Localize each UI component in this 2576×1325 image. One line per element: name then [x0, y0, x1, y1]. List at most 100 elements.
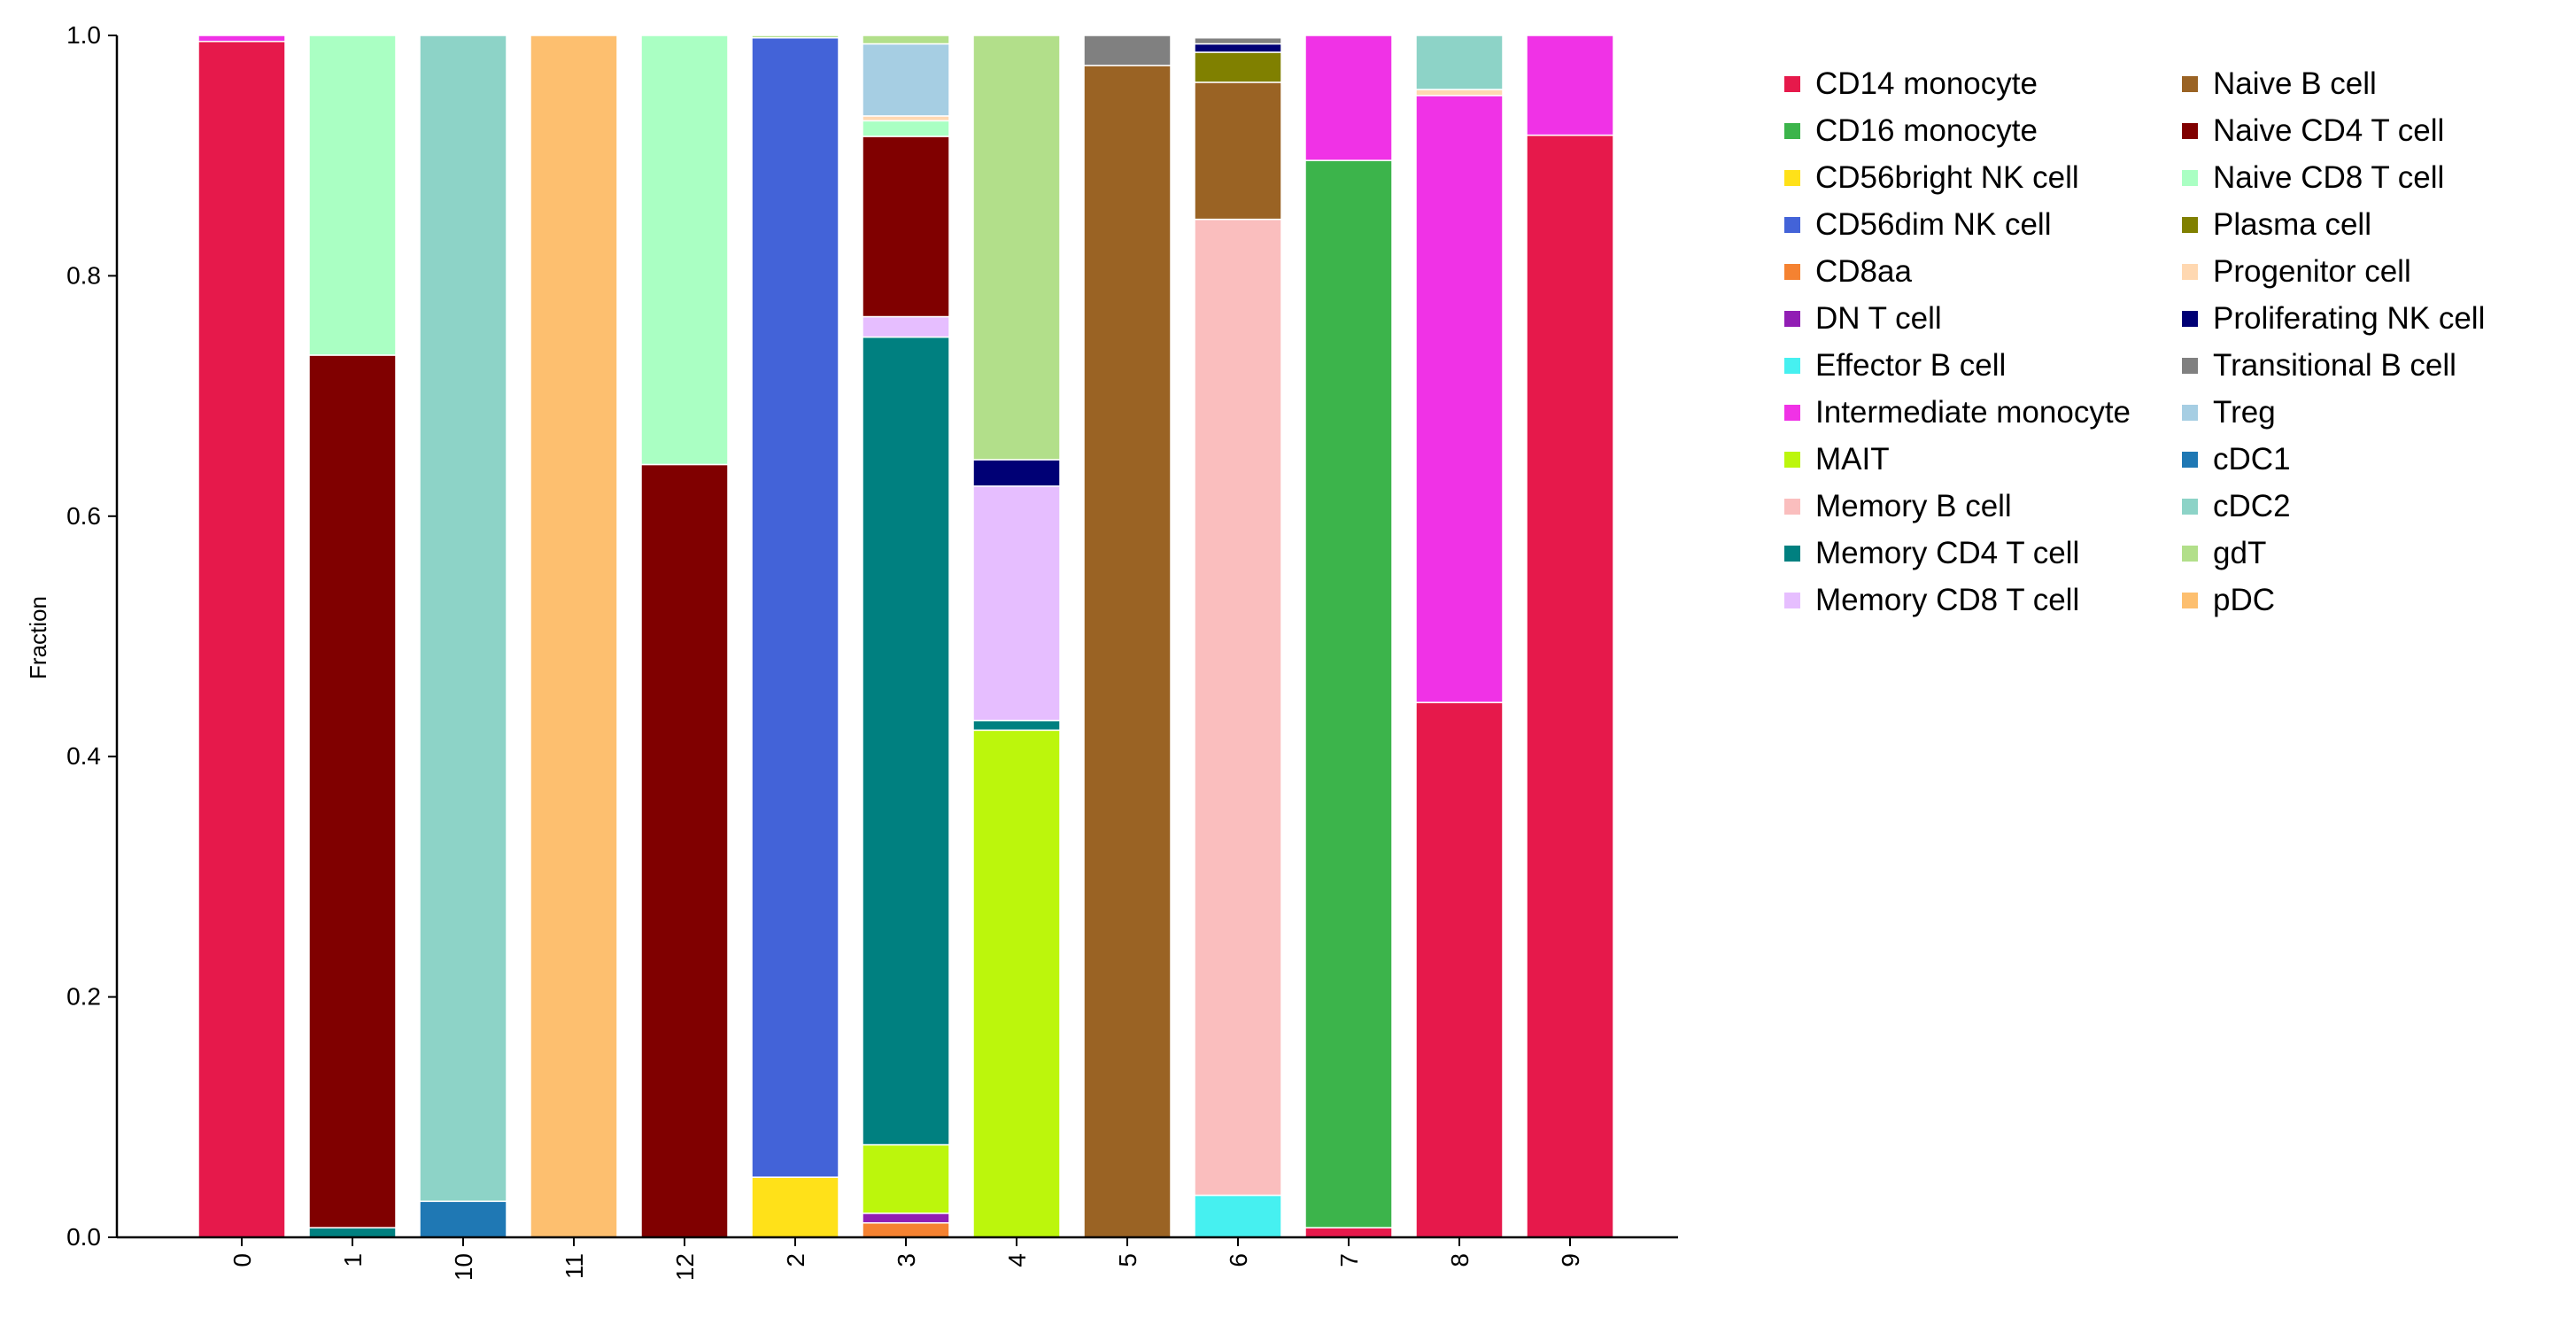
- bar-segment-12-naive-cd8-t-cell: [640, 35, 729, 466]
- bar-segment-3-mait: [862, 1143, 950, 1214]
- legend-label: CD8aa: [1815, 254, 1912, 289]
- bar-segment-4-gdt: [972, 35, 1061, 461]
- legend-label: Effector B cell: [1815, 348, 2007, 383]
- legend-swatch: [1784, 498, 1800, 515]
- bar-segment-11-pdc: [530, 35, 618, 1238]
- legend-swatch: [2182, 357, 2199, 374]
- legend-swatch: [1784, 75, 1800, 92]
- bar-segment-6-effector-b-cell: [1194, 1194, 1282, 1238]
- legend-item: cDC2: [2182, 483, 2485, 530]
- bar-segment-10-cdc2: [419, 35, 507, 1203]
- bar-segment-6-proliferating-nk-cell: [1194, 43, 1282, 53]
- y-ticks: 0.0 0.2 0.4 0.6 0.8 1.0: [66, 21, 117, 1251]
- bar-segment-1-naive-cd8-t-cell: [308, 35, 397, 356]
- bar-segment-3-gdt: [862, 35, 950, 45]
- bar-segment-1-memory-cd4-t-cell: [308, 1227, 397, 1238]
- legend-item: Proliferating NK cell: [2182, 295, 2485, 342]
- legend-label: gdT: [2213, 536, 2267, 570]
- legend-item: Naive CD8 T cell: [2182, 154, 2485, 201]
- legend-label: Proliferating NK cell: [2213, 301, 2486, 336]
- legend-label: MAIT: [1815, 442, 1890, 477]
- bar-segment-12-naive-cd4-t-cell: [640, 463, 729, 1238]
- x-tick-label: 9: [1557, 1253, 1584, 1267]
- legend-label: Naive CD8 T cell: [2213, 160, 2445, 195]
- legend-item: Intermediate monocyte: [1784, 389, 2131, 436]
- legend-label: DN T cell: [1815, 301, 1942, 336]
- legend-swatch: [2182, 404, 2199, 421]
- legend-item: gdT: [2182, 530, 2485, 577]
- legend-label: CD56dim NK cell: [1815, 207, 2052, 242]
- bar-segment-3-treg: [862, 43, 950, 117]
- legend-label: Memory B cell: [1815, 489, 2012, 523]
- legend-label: CD14 monocyte: [1815, 66, 2038, 101]
- legend-label: CD56bright NK cell: [1815, 160, 2079, 195]
- legend-swatch: [2182, 75, 2199, 92]
- legend-swatch: [1784, 545, 1800, 562]
- legend-item: Treg: [2182, 389, 2485, 436]
- x-ticks: 0 1 10 11 12 2 3 4 5 6 7 8 9: [228, 1237, 1584, 1281]
- bar-segment-0-intermediate-monocyte: [197, 35, 286, 43]
- legend-item: CD14 monocyte: [1784, 60, 2131, 107]
- legend-item: CD56dim NK cell: [1784, 201, 2131, 248]
- bar-segment-3-naive-cd8-t-cell: [862, 120, 950, 137]
- bar-segment-2-cd56dim-nk-cell: [751, 36, 839, 1178]
- legend-swatch: [1784, 122, 1800, 139]
- legend-item: CD8aa: [1784, 248, 2131, 295]
- legend-swatch: [1784, 357, 1800, 374]
- y-tick-label: 0.8: [66, 261, 101, 289]
- legend-item: Memory B cell: [1784, 483, 2131, 530]
- bar-segment-8-intermediate-monocyte: [1415, 95, 1504, 703]
- bar-segment-5-naive-b-cell: [1083, 65, 1172, 1238]
- bar-segment-2-gdt: [751, 35, 839, 39]
- legend-item: cDC1: [2182, 436, 2485, 483]
- bar-segment-5-transitional-b-cell: [1083, 35, 1172, 66]
- bar-segment-4-memory-cd4-t-cell: [972, 719, 1061, 732]
- legend-label: Plasma cell: [2213, 207, 2371, 242]
- bar-segment-3-memory-cd4-t-cell: [862, 336, 950, 1146]
- y-tick-label: 0.2: [66, 983, 101, 1011]
- legend-label: Memory CD8 T cell: [1815, 583, 2080, 617]
- legend-swatch: [1784, 263, 1800, 280]
- x-tick-label: 7: [1335, 1253, 1363, 1267]
- x-tick-label: 0: [228, 1253, 256, 1267]
- legend-label: pDC: [2213, 583, 2276, 617]
- legend-item: CD16 monocyte: [1784, 107, 2131, 154]
- bar-segment-7-cd14-monocyte: [1304, 1227, 1393, 1238]
- legend-item: pDC: [2182, 577, 2485, 624]
- bar-segment-8-cdc2: [1415, 35, 1504, 90]
- legend-swatch: [2182, 310, 2199, 327]
- legend-item: Plasma cell: [2182, 201, 2485, 248]
- legend-label: Treg: [2213, 395, 2276, 430]
- bar-segment-4-memory-cd8-t-cell: [972, 485, 1061, 722]
- bar-segment-3-memory-cd8-t-cell: [862, 315, 950, 338]
- bar-segment-6-memory-b-cell: [1194, 218, 1282, 1197]
- legend-item: Transitional B cell: [2182, 342, 2485, 389]
- bar-segment-8-progenitor-cell: [1415, 89, 1504, 97]
- x-tick-label: 4: [1003, 1253, 1031, 1267]
- legend-swatch: [1784, 169, 1800, 186]
- bar-segment-4-mait: [972, 729, 1061, 1238]
- legend-swatch: [2182, 498, 2199, 515]
- legend-label: Naive B cell: [2213, 66, 2377, 101]
- legend-swatch: [1784, 404, 1800, 421]
- x-tick-label: 12: [671, 1253, 699, 1281]
- x-tick-label: 10: [450, 1253, 477, 1281]
- bar-segment-3-dn-t-cell: [862, 1213, 950, 1224]
- bar-segment-9-cd14-monocyte: [1526, 134, 1614, 1238]
- bar-segment-6-plasma-cell: [1194, 51, 1282, 83]
- bar-segment-1-naive-cd4-t-cell: [308, 354, 397, 1228]
- bar-segment-3-naive-cd4-t-cell: [862, 136, 950, 318]
- y-tick-label: 0.6: [66, 502, 101, 530]
- bar-segment-4-proliferating-nk-cell: [972, 459, 1061, 487]
- bar-segment-3-progenitor-cell: [862, 115, 950, 122]
- bar-segment-2-cd56bright-nk-cell: [751, 1176, 839, 1238]
- legend-item: Progenitor cell: [2182, 248, 2485, 295]
- legend-swatch: [2182, 122, 2199, 139]
- legend-item: Effector B cell: [1784, 342, 2131, 389]
- bar-segment-3-cd8aa: [862, 1221, 950, 1238]
- x-tick-label: 2: [782, 1253, 809, 1267]
- legend-swatch: [1784, 216, 1800, 233]
- legend-label: Intermediate monocyte: [1815, 395, 2131, 430]
- legend-item: DN T cell: [1784, 295, 2131, 342]
- bar-segment-10-cdc1: [419, 1200, 507, 1238]
